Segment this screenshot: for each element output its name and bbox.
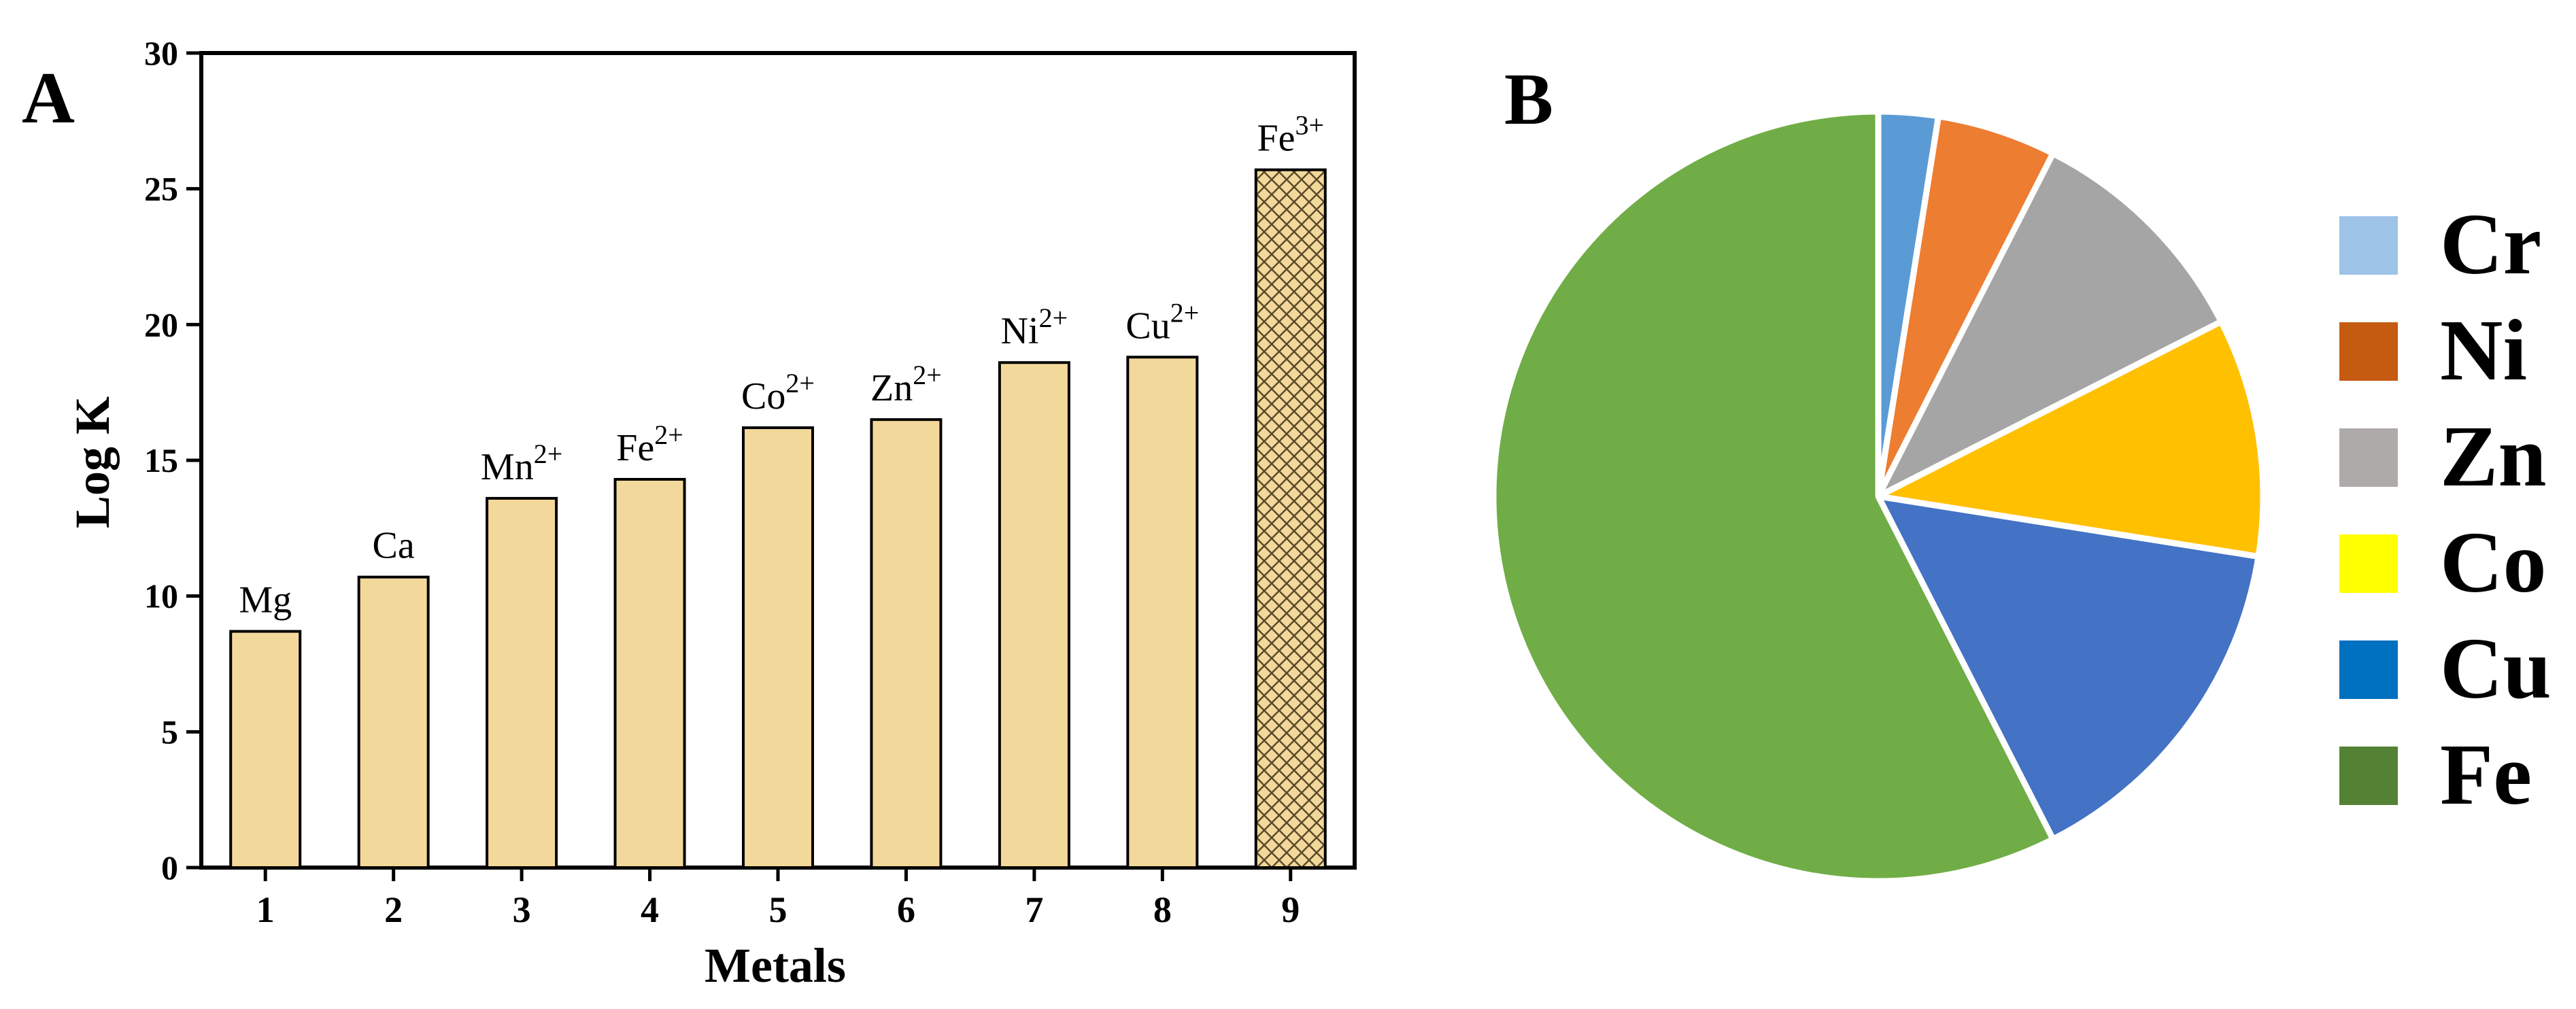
bar-6 bbox=[870, 418, 943, 869]
panel-b-letter: B bbox=[1504, 59, 1553, 140]
bar-4 bbox=[613, 477, 686, 869]
legend-label-cr: Cr bbox=[2440, 196, 2541, 292]
x-tick-label: 7 bbox=[1025, 889, 1043, 930]
bar-1 bbox=[229, 630, 302, 870]
legend-label-co: Co bbox=[2440, 514, 2546, 611]
bar-labels: Mg Ca Mn2+ Fe2+ Co2+ Zn2+ Ni2+ Cu2+ Fe3+ bbox=[239, 110, 1324, 621]
y-tick-label: 5 bbox=[161, 713, 178, 751]
y-tick-label: 0 bbox=[161, 849, 178, 887]
bar-label-5: Co2+ bbox=[741, 368, 815, 417]
x-axis-title: Metals bbox=[705, 938, 846, 993]
legend-swatch-zn bbox=[2339, 428, 2398, 487]
y-axis-title: Log K bbox=[65, 396, 120, 528]
panel-a-bar-chart: A 0 5 10 15 20 25 30 1 2 3 4 5 6 7 8 9 Mg Ca Mn2+ Fe2+ Co2+… bbox=[22, 34, 1357, 993]
y-tick-label: 20 bbox=[144, 305, 178, 343]
pie-slice-cu bbox=[1875, 493, 2262, 842]
pie-slice-co bbox=[1875, 318, 2267, 560]
bar-label-8: Cu2+ bbox=[1125, 297, 1199, 347]
x-tick-label: 2 bbox=[384, 889, 403, 930]
y-tick-label: 15 bbox=[144, 441, 178, 479]
legend-label-fe: Fe bbox=[2440, 726, 2532, 823]
x-tick-label: 9 bbox=[1281, 889, 1300, 930]
bar-2 bbox=[357, 575, 430, 869]
legend-swatch-cu bbox=[2339, 640, 2398, 699]
legend-swatch-cr bbox=[2339, 216, 2398, 275]
bar-7 bbox=[998, 361, 1070, 869]
legend-label-cu: Cu bbox=[2440, 620, 2552, 717]
legend-swatch-ni bbox=[2339, 322, 2398, 381]
bar-label-2: Ca bbox=[373, 525, 415, 567]
bar-label-6: Zn2+ bbox=[870, 360, 942, 409]
x-tick-label: 5 bbox=[769, 889, 787, 930]
pie-slices bbox=[1490, 108, 2267, 885]
bar-marks bbox=[229, 168, 1327, 870]
legend-swatch-co bbox=[2339, 534, 2398, 593]
legend-label-zn: Zn bbox=[2440, 408, 2547, 504]
pie-slice-fe bbox=[1490, 108, 2056, 885]
panel-a-letter: A bbox=[22, 58, 75, 139]
x-tick-label: 4 bbox=[641, 889, 659, 930]
y-tick-label: 30 bbox=[144, 34, 178, 72]
bar-label-4: Fe2+ bbox=[616, 420, 683, 469]
y-tick-label: 25 bbox=[144, 170, 178, 208]
pie-slice-zn bbox=[1875, 150, 2224, 500]
x-tick-label: 6 bbox=[897, 889, 915, 930]
bar-9 bbox=[1254, 168, 1327, 869]
x-tick-label: 1 bbox=[256, 889, 275, 930]
bar-label-3: Mn2+ bbox=[481, 439, 562, 488]
x-tick-label: 3 bbox=[513, 889, 531, 930]
legend-label-ni: Ni bbox=[2440, 302, 2527, 398]
bar-8 bbox=[1126, 356, 1199, 869]
bar-label-1: Mg bbox=[239, 579, 292, 621]
bar-5 bbox=[742, 426, 814, 869]
legend-swatch-fe bbox=[2339, 747, 2398, 805]
y-tick-label: 10 bbox=[144, 577, 178, 615]
bar-label-9: Fe3+ bbox=[1257, 110, 1324, 160]
x-tick-label: 8 bbox=[1153, 889, 1172, 930]
bar-3 bbox=[486, 496, 558, 869]
bar-label-7: Ni2+ bbox=[1001, 303, 1068, 352]
